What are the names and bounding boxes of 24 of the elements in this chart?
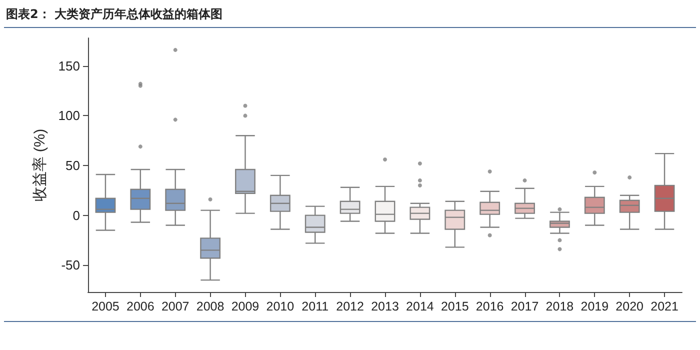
x-tick-label: 2006: [126, 300, 154, 314]
x-tick-label: 2020: [616, 300, 644, 314]
x-tick-label: 2019: [580, 300, 609, 314]
x-tick-label: 2017: [510, 300, 539, 314]
y-tick-label: 0: [72, 208, 80, 223]
x-tick-label: 2015: [440, 300, 469, 314]
y-tick-label: 150: [58, 58, 80, 74]
x-tick-label: 2010: [266, 300, 294, 314]
chart-title: 图表2： 大类资产历年总体收益的箱体图: [6, 6, 223, 23]
x-tick-label: 2016: [476, 300, 504, 314]
x-tick-label: 2018: [546, 300, 574, 314]
x-tick-label: 2013: [371, 300, 399, 314]
x-tick-label: 2005: [92, 300, 120, 314]
y-tick-label: 100: [58, 108, 80, 124]
x-tick-label: 2011: [302, 300, 329, 314]
y-tick-label: 50: [66, 158, 80, 173]
x-tick-label: 2014: [406, 300, 434, 314]
y-axis-title: 收益率 (%): [31, 128, 48, 202]
x-tick-label: 2021: [650, 300, 678, 314]
x-tick-label: 2007: [161, 300, 190, 314]
x-tick-label: 2008: [196, 300, 224, 314]
x-tick-label: 2012: [336, 300, 364, 314]
y-tick-label: -50: [61, 258, 80, 273]
x-tick-label: 2009: [231, 300, 260, 314]
